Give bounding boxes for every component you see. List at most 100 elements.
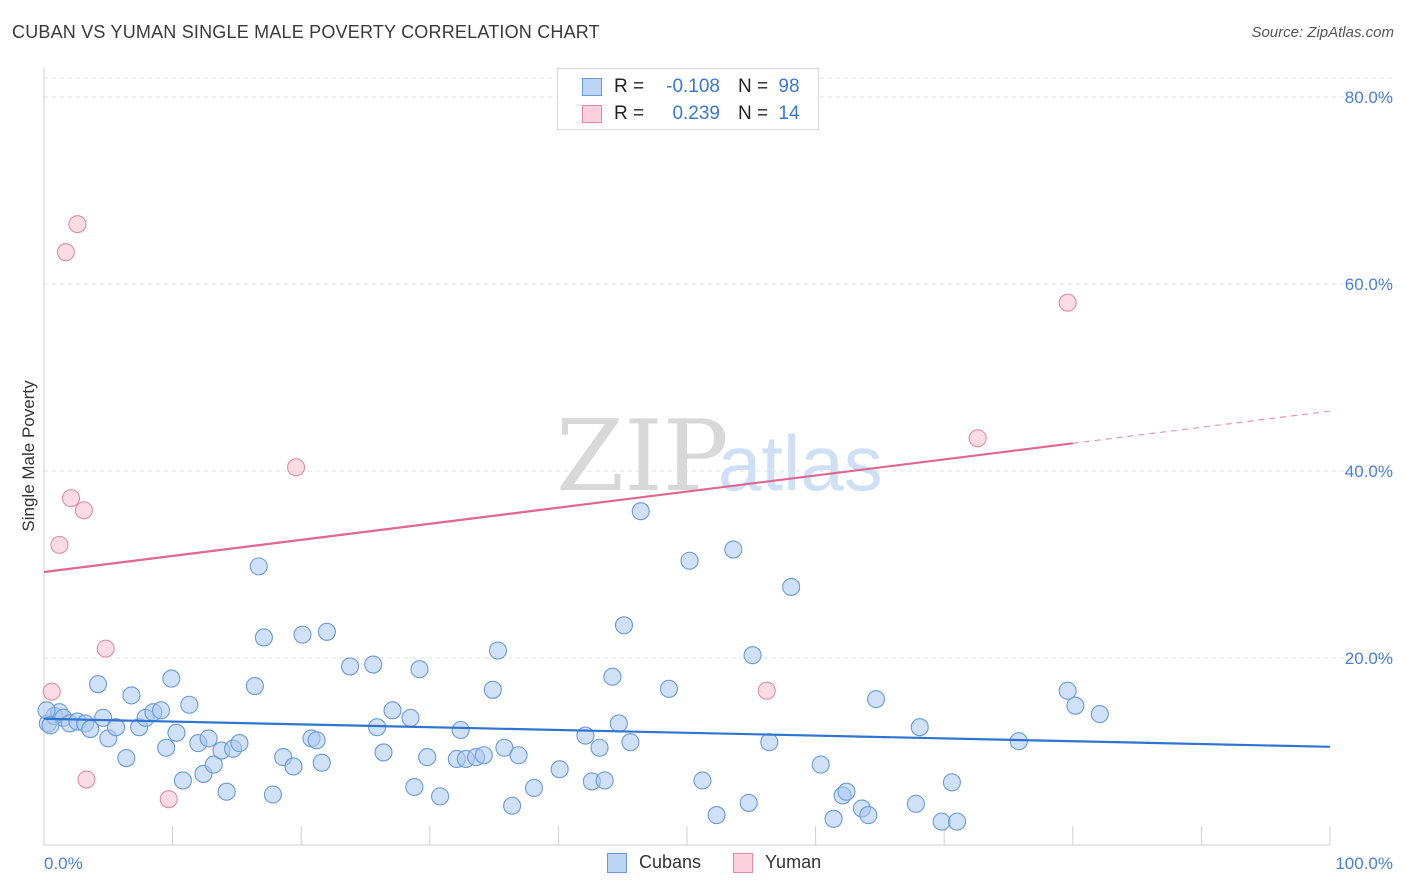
cubans-point [739,793,758,812]
cubans-point [217,782,236,801]
cubans-point [782,577,801,596]
yuman-point [61,489,81,508]
cubans-point [503,796,522,815]
legend-item-yuman: Yuman [733,852,821,873]
cubans-point [474,746,493,765]
cubans-point [293,625,312,644]
cubans-point [760,733,779,752]
cubans-point [743,646,762,665]
legend-n-value: 14 [778,103,800,124]
source-attribution: Source: ZipAtlas.com [1251,24,1394,41]
cubans-point [117,748,136,768]
cubans-point [199,729,218,748]
cubans-point [374,743,393,762]
cubans-point [942,773,961,792]
cubans-legend-swatch [607,852,627,873]
cubans-point [151,701,171,720]
cubans-point [312,753,331,772]
yuman-point [74,501,93,520]
cubans-point [364,655,383,674]
cubans-point [410,660,429,679]
watermark-zip: ZIP [556,400,729,514]
yuman-point [77,770,96,789]
cubans-point [307,731,326,750]
legend-r-label: R = [614,76,645,97]
cubans-point [609,714,628,733]
grid-lines [44,77,1393,659]
cubans-point [495,738,514,757]
cubans-point [837,782,856,801]
cubans-point [245,676,264,696]
legend-n-label: N = [738,76,769,97]
legend-row-cubans: R = -0.108 N = 98 [582,75,804,99]
y-axis-title: Single Male Poverty [19,380,38,532]
legend-r-label: R = [614,103,645,124]
cubans-point [659,679,679,698]
cubans-point [431,787,450,806]
legend-n-label: N = [738,103,769,124]
correlation-legend: R = -0.108 N = 98 R = 0.239 N = 14 [557,68,819,130]
cubans-point [167,723,186,742]
cubans-point [550,760,569,779]
cubans-point [631,502,650,521]
cubans-swatch [582,78,602,96]
cubans-point [122,686,141,705]
cubans-point [595,771,614,790]
cubans-point [524,778,544,798]
watermark-atlas: atlas [718,419,883,507]
cubans-point [680,551,699,570]
yuman-trend-line-extension [1072,410,1331,444]
cubans-point [1058,681,1077,700]
cubans-point [94,708,113,727]
cubans-point [173,771,192,790]
yuman-point [42,682,61,701]
cubans-point [106,718,126,737]
y-tick-labels: 20.0% 40.0% 60.0% 80.0% [1345,88,1393,668]
cubans-point [948,812,967,831]
cubans-point [621,733,640,752]
yuman-point [159,790,178,809]
cubans-point [263,785,282,804]
cubans-point [317,622,336,641]
cubans-point [418,748,437,767]
cubans-point [1066,696,1085,715]
yuman-swatch [582,105,602,123]
cubans-point [383,701,402,720]
legend-n-value: 98 [778,76,800,97]
cubans-point [157,738,176,757]
yuman-point [757,681,776,700]
cubans-point [724,540,743,559]
yuman-point [968,429,987,448]
cubans-trend-line [43,717,1331,748]
legend-r-value: 0.239 [672,103,720,124]
yuman-point [56,243,75,262]
cubans-point [910,718,929,737]
cubans-point [341,657,360,676]
cubans-point [859,806,878,825]
yuman-point [68,215,87,234]
yuman-point [1058,293,1077,312]
yuman-legend-label: Yuman [765,852,822,872]
cubans-point [230,734,249,753]
cubans-point [590,738,609,757]
cubans-point [693,771,712,790]
chart-title: CUBAN VS YUMAN SINGLE MALE POVERTY CORRE… [12,22,600,42]
cubans-point [1090,705,1109,724]
cubans-point [284,757,303,776]
cubans-point [180,695,199,714]
cubans-point [906,794,925,813]
cubans-point [88,675,108,694]
cubans-point [509,746,528,765]
cubans-point [866,690,886,709]
cubans-point [603,667,622,686]
cubans-point [932,812,951,831]
x-ticks [43,826,1331,845]
cubans-point [824,809,843,828]
cubans-point [811,755,830,774]
cubans-point [405,777,424,797]
cubans-point [204,755,223,774]
cubans-point [488,641,508,660]
trend-lines [43,410,1331,748]
cubans-point [37,701,56,720]
